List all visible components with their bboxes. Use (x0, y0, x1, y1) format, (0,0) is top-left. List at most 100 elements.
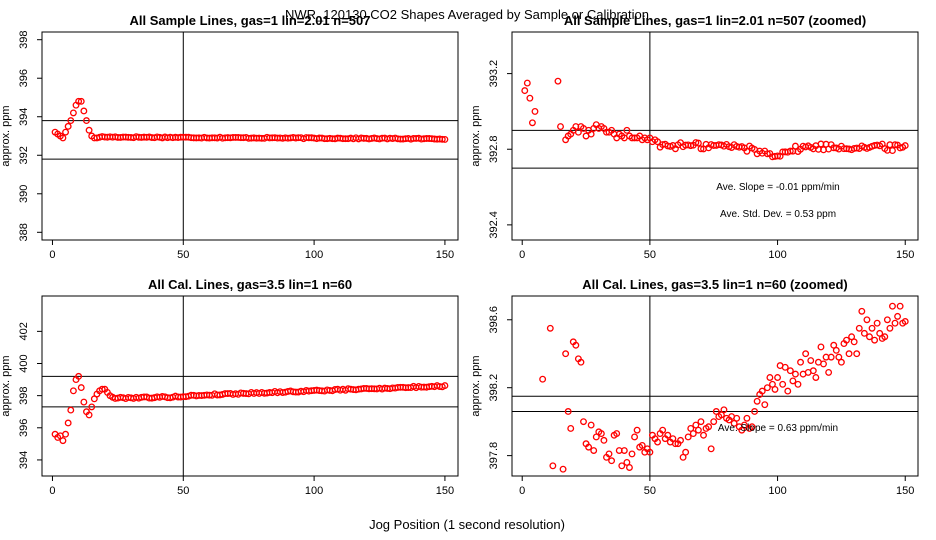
y-tick-label: 402 (18, 322, 30, 340)
chart-panel-3: All Cal. Lines, gas=3.5 lin=1 n=60 approx… (0, 277, 459, 497)
data-point (809, 367, 817, 375)
data-point (781, 363, 789, 371)
data-point (881, 333, 889, 341)
x-tick-label: 50 (177, 485, 189, 497)
data-point (845, 350, 853, 358)
data-point (896, 302, 904, 310)
data-point (883, 316, 891, 324)
data-point (597, 430, 605, 437)
data-point (85, 126, 93, 134)
data-point (687, 142, 695, 150)
data-point (80, 398, 88, 406)
panel-title: All Sample Lines, gas=1 lin=2.01 n=507 (… (564, 13, 866, 28)
data-point (797, 358, 804, 366)
data-point (758, 387, 766, 395)
data-point (761, 401, 769, 409)
data-point (438, 135, 446, 143)
data-point (820, 360, 827, 368)
panel-title: All Sample Lines, gas=1 lin=2.01 n=507 (130, 13, 371, 28)
data-point (75, 372, 83, 380)
data-point (689, 430, 697, 437)
x-tick-label: 150 (436, 249, 454, 261)
y-tick-label: 388 (18, 223, 30, 241)
data-point (807, 357, 815, 364)
x-tick-label: 0 (519, 485, 525, 497)
y-tick-label: 400 (18, 354, 30, 372)
y-tick-label: 392.8 (488, 135, 500, 163)
data-point (871, 336, 879, 344)
data-point (802, 350, 810, 358)
data-point (677, 436, 684, 444)
y-tick-label: 398 (18, 386, 30, 404)
panels-group: All Sample Lines, gas=1 lin=2.01 n=507 ap… (0, 13, 919, 497)
data-point (567, 425, 575, 432)
data-point (59, 437, 67, 445)
y-tick-label: 393.2 (488, 60, 500, 88)
y-tick-label: 394 (18, 451, 30, 469)
data-point (590, 447, 598, 454)
data-points-group (521, 77, 909, 161)
x-tick-label: 100 (305, 485, 323, 497)
data-point (786, 367, 794, 375)
data-point (873, 319, 881, 327)
data-points-group (539, 302, 909, 473)
plot-frame (511, 31, 919, 241)
data-point (67, 406, 75, 414)
data-point (69, 109, 77, 117)
data-point (825, 368, 833, 376)
y-axis-label: approx. ppm (0, 105, 12, 166)
data-point (77, 384, 85, 392)
y-tick-label: 392.4 (488, 211, 500, 239)
y-tick-label: 396 (18, 69, 30, 87)
data-point (531, 107, 539, 115)
data-point (894, 312, 902, 320)
data-point (886, 324, 894, 332)
data-point (64, 419, 72, 427)
panel-annotation: Ave. Slope = 0.63 ppm/min (718, 423, 838, 434)
data-point (891, 319, 899, 327)
data-point (608, 457, 616, 465)
data-point (791, 370, 799, 378)
data-point (791, 142, 799, 150)
y-tick-label: 390 (18, 185, 30, 203)
data-point (748, 423, 756, 431)
y-tick-label: 396 (18, 419, 30, 437)
x-tick-label: 150 (436, 485, 454, 497)
data-point (786, 147, 794, 155)
data-point (889, 147, 896, 155)
data-point (789, 377, 797, 385)
data-point (832, 346, 840, 354)
data-point (860, 329, 868, 337)
data-point (67, 117, 75, 125)
panel-annotation: Ave. Slope = -0.01 ppm/min (716, 182, 840, 193)
data-point (559, 465, 567, 473)
data-points-group (51, 97, 449, 143)
data-point (763, 384, 771, 392)
data-point (705, 423, 713, 431)
data-point (638, 441, 646, 449)
data-point (707, 445, 715, 453)
plot-frame (41, 295, 459, 477)
data-point (710, 418, 718, 426)
y-tick-label: 394 (18, 108, 30, 126)
data-point (889, 302, 896, 310)
plot-frame (511, 295, 919, 477)
data-point (574, 128, 582, 136)
y-tick-label: 397.8 (488, 442, 500, 470)
data-point (83, 117, 90, 125)
x-tick-label: 150 (896, 485, 914, 497)
data-point (654, 438, 661, 446)
data-point (88, 403, 96, 411)
data-point (753, 397, 761, 405)
data-point (891, 141, 899, 149)
data-point (546, 324, 554, 332)
data-point (633, 426, 641, 434)
data-point (577, 358, 585, 366)
data-point (868, 324, 876, 332)
data-point (850, 338, 858, 346)
x-tick-label: 100 (768, 485, 786, 497)
data-point (812, 374, 820, 381)
data-point (774, 374, 782, 381)
data-points-group (51, 372, 449, 445)
data-point (646, 448, 654, 456)
